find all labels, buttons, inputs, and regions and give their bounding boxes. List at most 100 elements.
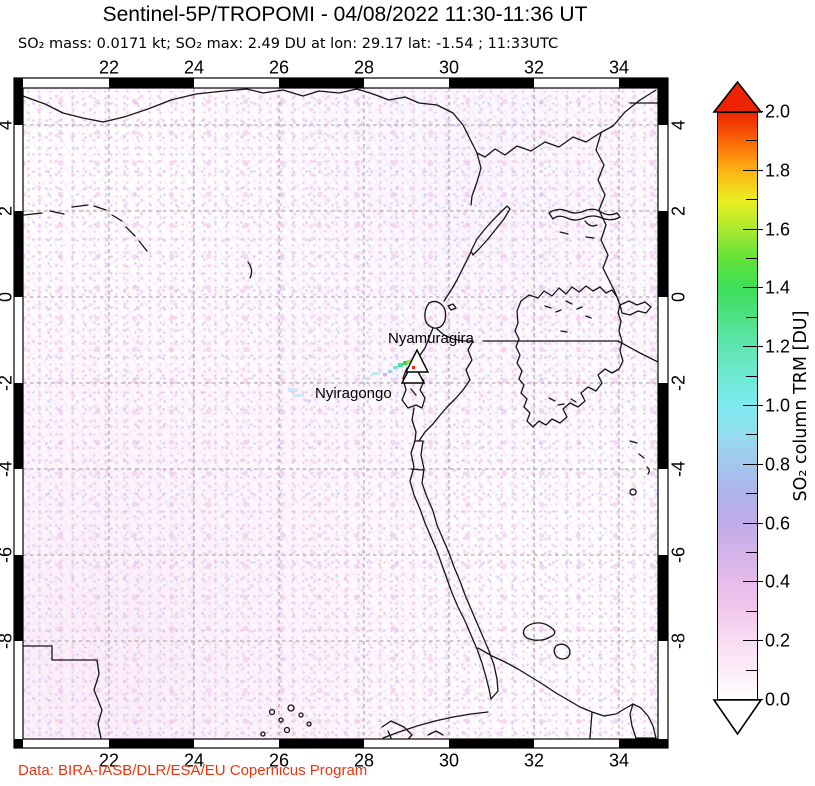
lat-tick-label-right: -2 (668, 374, 689, 392)
lon-tick-label-top: 30 (438, 57, 460, 78)
lake-malawi-tip (629, 703, 657, 739)
uganda-kenya-border (595, 132, 618, 298)
lat-tick-label-right: 4 (668, 119, 689, 131)
victoria-islands (544, 300, 592, 406)
colorbar-minor-tick (746, 140, 757, 142)
tanzania-zambia-border (477, 647, 634, 739)
so2-max-pixel (412, 366, 415, 369)
colorbar-gradient (717, 112, 758, 700)
northeast-border (476, 89, 657, 158)
colorbar-tick-label: 1.0 (765, 395, 791, 416)
colorbar-minor-tick (746, 258, 757, 259)
colorbar-minor-tick (746, 493, 757, 495)
ruzizi-river (411, 407, 417, 442)
colorbar-tick-label: 1.6 (765, 219, 791, 240)
lake-mweru-partial (381, 720, 444, 739)
map-frame (13, 77, 669, 749)
colorbar-tick-label: 0.6 (765, 513, 791, 534)
lake-rukwa (522, 622, 556, 641)
colorbar-tick-label: 1.4 (765, 277, 791, 298)
one-south-border (482, 340, 658, 363)
colorbar-major-tick (743, 699, 763, 700)
lat-tick-label-left: 0 (0, 292, 17, 302)
nyiragongo-label: Nyiragongo (315, 385, 392, 402)
colorbar-minor-tick (746, 610, 757, 612)
nyamuragira-label: Nyamuragira (388, 330, 474, 347)
colorbar-tick-label: 0.8 (765, 454, 791, 475)
lon-tick-label-top: 34 (608, 57, 630, 78)
rift-border (443, 251, 472, 302)
lon-tick-label-top: 32 (523, 57, 545, 78)
rift-border-2 (419, 327, 434, 356)
uganda-drc-border (470, 152, 482, 206)
east-rift-lakes (629, 440, 650, 496)
colorbar-tick-label: 1.8 (765, 160, 791, 181)
lat-tick-label-left: -6 (0, 546, 16, 564)
lon-tick-label-bottom: 26 (268, 750, 290, 771)
colorbar-major-tick (743, 346, 763, 348)
colorbar-tick-label: 0.0 (765, 689, 791, 710)
geography-outlines (23, 88, 658, 739)
colorbar-minor-tick (746, 316, 757, 318)
lat-tick-label-left: 4 (0, 120, 17, 130)
lat-tick-label-left: -2 (0, 374, 16, 392)
lake-edward (424, 300, 447, 329)
colorbar-minor-tick (746, 434, 757, 436)
kivu-island (410, 388, 417, 396)
lake-george (447, 303, 457, 311)
colorbar-axis-label: SO₂ column TRM [DU] (791, 310, 811, 502)
colorbar-minor-tick (746, 375, 757, 377)
plot-title: Sentinel-5P/TROPOMI - 04/08/2022 11:30-1… (102, 3, 588, 26)
colorbar-tick-label: 0.4 (765, 571, 791, 592)
map-background-noise (23, 88, 658, 739)
rwanda-uganda-border (436, 328, 474, 342)
colorbar-major-tick (743, 405, 763, 406)
colorbar-minor-tick (746, 552, 757, 553)
winam-gulf (619, 300, 652, 316)
lon-tick-label-top: 28 (353, 57, 375, 78)
colorbar-minor-tick (746, 199, 757, 201)
lat-tick-label-left: -8 (0, 632, 16, 650)
colorbar-minor-tick (746, 669, 757, 671)
colorbar-major-tick (743, 111, 763, 112)
colorbar-tick-label: 1.2 (765, 336, 791, 357)
lon-tick-label-top: 24 (183, 57, 205, 78)
colorbar-major-tick (743, 169, 763, 171)
lon-tick-label-top: 22 (98, 57, 120, 78)
lat-tick-label-left: -4 (0, 460, 16, 478)
lon-tick-label-bottom: 28 (353, 750, 375, 771)
lat-tick-label-right: 0 (668, 291, 689, 303)
grid-lines (23, 88, 658, 739)
lon-tick-label-bottom: 22 (98, 750, 120, 771)
lake-albert (470, 205, 511, 256)
lon-tick-label-top: 26 (268, 57, 290, 78)
lon-tick-label-bottom: 30 (438, 750, 460, 771)
under-range-arrow-icon (712, 699, 763, 736)
colorbar-tick-label: 0.2 (765, 630, 791, 651)
volcano-markers (400, 348, 430, 384)
data-credit: Data: BIRA-IASB/DLR/ESA/EU Copernicus Pr… (18, 762, 368, 779)
lon-tick-label-bottom: 24 (183, 750, 205, 771)
colorbar-major-tick (743, 287, 763, 289)
colorbar-major-tick (743, 228, 763, 230)
southwest-border (23, 645, 103, 739)
lat-tick-label-right: 2 (668, 205, 689, 217)
river-dashes (23, 204, 253, 279)
lake-tanganyika-east (420, 440, 499, 700)
lake-rukwa-south (553, 643, 571, 660)
lake-kyoga (548, 208, 621, 239)
lat-tick-label-right: -8 (668, 632, 689, 650)
kagera-border (418, 340, 474, 442)
colorbar-arrows (712, 80, 763, 736)
colorbar-major-tick (743, 581, 763, 583)
lat-tick-label-right: -4 (668, 460, 689, 478)
north-border (23, 88, 478, 154)
lake-tanganyika-west (409, 440, 492, 700)
colorbar-major-tick (743, 640, 763, 642)
so2-plume (288, 360, 416, 402)
plot-subtitle: SO₂ mass: 0.0171 kt; SO₂ max: 2.49 DU at… (18, 36, 559, 52)
lat-tick-label-right: -6 (668, 546, 689, 564)
colorbar-major-tick (743, 463, 763, 465)
lon-tick-label-bottom: 34 (608, 750, 630, 771)
